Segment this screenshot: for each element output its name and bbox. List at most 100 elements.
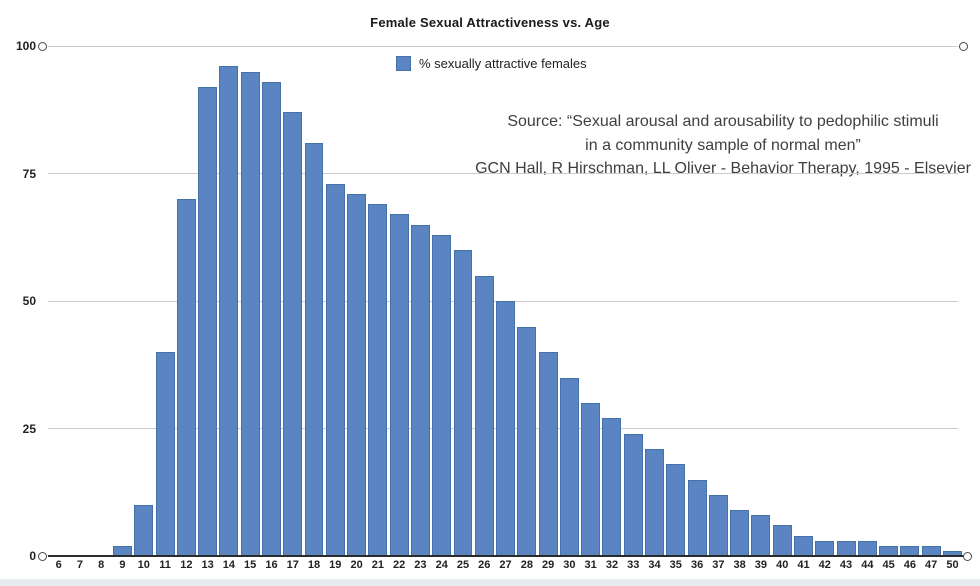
- source-line-2: in a community sample of normal men”: [585, 136, 861, 154]
- x-tick-34: 34: [648, 559, 661, 571]
- bar-slot-33: [623, 46, 644, 556]
- bar-slot-47: [921, 46, 942, 556]
- bar-slot-44: [857, 46, 878, 556]
- x-tick-7: 7: [76, 559, 83, 571]
- x-tick-46: 46: [903, 559, 917, 571]
- bar-slot-29: [537, 46, 558, 556]
- x-tick-22: 22: [393, 559, 406, 571]
- x-tick-40: 40: [776, 559, 789, 571]
- bar-slot-43: [835, 46, 856, 556]
- bar-slot-45: [878, 46, 899, 556]
- x-tick-18: 18: [307, 559, 321, 571]
- bar-age-17: [283, 112, 303, 556]
- x-tick-8: 8: [98, 559, 105, 571]
- bar-age-40: [772, 525, 792, 556]
- bar-age-25: [453, 250, 473, 556]
- axis-endpoint-handle-icon[interactable]: [958, 41, 968, 51]
- bar-slot-46: [899, 46, 920, 556]
- bar-age-33: [623, 433, 643, 556]
- bar-slot-19: [325, 46, 346, 556]
- x-tick-10: 10: [137, 559, 150, 571]
- x-tick-30: 30: [563, 559, 576, 571]
- bar-age-47: [921, 545, 941, 556]
- x-tick-20: 20: [350, 559, 363, 571]
- y-tick-75: 75: [22, 166, 36, 181]
- x-tick-12: 12: [180, 559, 193, 571]
- bar-slot-13: [197, 46, 218, 556]
- bar-slot-36: [686, 46, 707, 556]
- bar-slot-11: [154, 46, 175, 556]
- bar-age-24: [432, 234, 452, 556]
- bar-age-22: [389, 214, 409, 556]
- axis-endpoint-handle-icon[interactable]: [37, 551, 47, 561]
- axis-endpoint-handle-icon[interactable]: [962, 551, 972, 561]
- legend-label: % sexually attractive females: [419, 56, 587, 71]
- bar-age-26: [474, 275, 494, 556]
- x-tick-47: 47: [925, 559, 938, 571]
- bar-age-21: [368, 204, 388, 556]
- bar-slot-7: [69, 46, 90, 556]
- bar-slot-8: [91, 46, 112, 556]
- bar-age-41: [794, 535, 813, 556]
- x-axis-labels: 6 7 8 9 10 11 12 13 14 15 16 17 18 19 20 21 22 23 24 25 26 27…: [48, 559, 963, 571]
- bar-slot-39: [750, 46, 771, 556]
- x-axis-line: [48, 555, 963, 557]
- x-tick-9: 9: [119, 559, 126, 571]
- y-tick-0: 0: [29, 549, 36, 563]
- x-tick-32: 32: [605, 559, 619, 571]
- bar-slot-38: [729, 46, 750, 556]
- bar-slot-27: [495, 46, 516, 556]
- x-tick-36: 36: [690, 559, 704, 571]
- bar-age-9: [113, 545, 132, 556]
- bottom-edge-strip: [0, 579, 980, 586]
- x-tick-50: 50: [946, 559, 959, 571]
- bar-slot-34: [644, 46, 665, 556]
- x-tick-41: 41: [797, 559, 810, 571]
- source-citation: Source: “Sexual arousal and arousability…: [466, 110, 980, 181]
- source-line-3: GCN Hall, R Hirschman, LL Oliver - Behav…: [475, 160, 971, 177]
- gridline-75: [48, 173, 958, 174]
- bar-age-36: [687, 479, 707, 556]
- bar-slot-37: [708, 46, 729, 556]
- bar-slot-30: [559, 46, 580, 556]
- bar-age-13: [198, 86, 218, 556]
- bar-slot-6: [48, 46, 69, 556]
- bar-age-19: [325, 183, 345, 556]
- x-tick-45: 45: [882, 559, 895, 571]
- bar-slot-31: [580, 46, 601, 556]
- y-tick-50: 50: [22, 294, 36, 308]
- bar-age-50: [942, 550, 962, 556]
- bar-age-12: [176, 199, 196, 556]
- bar-age-42: [815, 540, 835, 556]
- x-tick-29: 29: [541, 559, 555, 571]
- bar-age-18: [304, 142, 324, 556]
- x-tick-14: 14: [222, 559, 236, 571]
- bar-slot-9: [112, 46, 133, 556]
- bar-age-31: [581, 403, 601, 556]
- bar-age-34: [645, 448, 664, 556]
- x-tick-15: 15: [244, 559, 257, 571]
- axis-endpoint-handle-icon[interactable]: [37, 41, 47, 51]
- x-tick-26: 26: [478, 559, 491, 571]
- bar-slot-15: [240, 46, 261, 556]
- bar-slot-12: [176, 46, 197, 556]
- bar-slot-32: [601, 46, 622, 556]
- gridline-100: [48, 45, 958, 47]
- bar-age-46: [900, 545, 920, 556]
- x-tick-19: 19: [329, 559, 342, 571]
- legend-swatch-icon: [396, 56, 411, 71]
- bar-slot-23: [410, 46, 431, 556]
- y-tick-100: 100: [15, 39, 36, 53]
- source-line-1: Source: “Sexual arousal and arousability…: [507, 113, 939, 130]
- x-tick-24: 24: [435, 559, 448, 571]
- bar-slot-24: [431, 46, 452, 556]
- bar-slot-26: [474, 46, 495, 556]
- legend: % sexually attractive females: [396, 56, 587, 71]
- bar-age-15: [240, 71, 260, 556]
- bar-age-32: [602, 418, 622, 556]
- x-tick-33: 33: [627, 559, 640, 571]
- bar-age-16: [261, 81, 281, 556]
- x-tick-44: 44: [861, 559, 874, 571]
- bar-age-27: [496, 301, 516, 556]
